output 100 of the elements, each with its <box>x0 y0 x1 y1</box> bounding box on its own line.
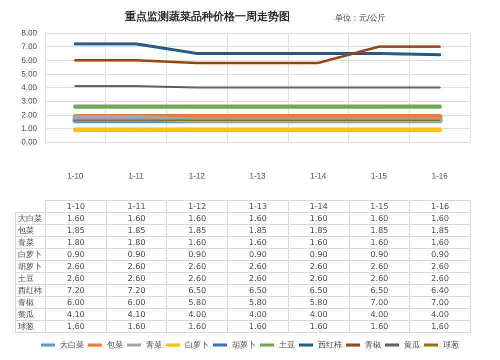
legend-label: 青菜 <box>146 340 162 350</box>
x-tick-label: 1-13 <box>249 172 266 180</box>
data-label: 1.85 <box>228 224 288 236</box>
data-label: 2.60 <box>288 260 350 272</box>
category-label: 1-12 <box>188 202 206 211</box>
data-label: 7.00 <box>349 296 410 308</box>
data-label: 2.60 <box>349 260 410 272</box>
text: 白萝卜 <box>18 250 42 259</box>
text: 球葱 <box>18 322 34 331</box>
data-label: 5.80 <box>228 296 288 308</box>
data-label: 1.60 <box>166 236 228 248</box>
data-label: 1.80 <box>46 236 106 248</box>
data-label: 1.60 <box>288 320 350 332</box>
data-label: 6.00 <box>46 296 106 308</box>
data-label: 1.60 <box>288 236 350 248</box>
text: 大白菜 <box>18 214 42 223</box>
data-label: 2.60 <box>410 272 470 284</box>
data-label: 0.90 <box>410 248 470 260</box>
chart-subtitle: 单位：元/公斤 <box>335 14 386 22</box>
legend-label: 黄瓜 <box>404 340 420 350</box>
data-label: 1.60 <box>106 320 167 332</box>
data-label: 5.80 <box>166 296 228 308</box>
data-label: 1.60 <box>106 212 167 224</box>
text: 包菜 <box>18 226 34 235</box>
legend-label: 土豆 <box>279 340 295 350</box>
y-tick-label: 6.00 <box>21 56 38 65</box>
data-label: 4.00 <box>349 308 410 320</box>
x-tick-label: 1-16 <box>432 172 448 180</box>
y-tick-label: 2.00 <box>21 110 38 120</box>
data-label: 4.10 <box>46 308 106 320</box>
data-label: 0.90 <box>166 248 228 260</box>
data-label: 2.60 <box>410 260 470 272</box>
data-label: 2.60 <box>288 272 350 284</box>
data-label: 2.60 <box>106 272 167 284</box>
data-label: 1.85 <box>166 224 228 236</box>
data-label: 4.00 <box>228 308 288 320</box>
legend-label: 胡萝卜 <box>232 340 256 350</box>
y-tick-label: 1.00 <box>21 124 38 133</box>
data-label: 1.60 <box>166 320 228 332</box>
x-tick-label: 1-14 <box>310 172 327 180</box>
data-label: 4.00 <box>410 308 470 320</box>
y-tick-label: 5.00 <box>21 69 38 78</box>
data-label: 7.00 <box>410 296 470 308</box>
data-label: 2.60 <box>166 272 228 284</box>
text: 西红柿 <box>18 286 42 295</box>
category-label: 1-10 <box>66 202 85 211</box>
data-label: 0.90 <box>228 248 288 260</box>
chart-title: 重点监测蔬菜品种价格一周走势图 <box>124 10 290 23</box>
data-label: 6.50 <box>228 284 288 296</box>
data-label: 4.00 <box>166 308 228 320</box>
legend-label: 大白菜 <box>60 340 84 350</box>
y-tick-label: 0.00 <box>21 138 38 146</box>
data-label: 7.20 <box>46 284 106 296</box>
data-label: 5.80 <box>288 296 350 308</box>
data-label: 1.60 <box>228 320 288 332</box>
data-label: 1.60 <box>46 212 106 224</box>
data-label: 2.60 <box>228 272 288 284</box>
data-label: 1.60 <box>46 320 106 332</box>
data-label: 2.60 <box>106 260 167 272</box>
data-label: 0.90 <box>349 248 410 260</box>
data-label: 2.60 <box>228 260 288 272</box>
y-tick-label: 7.00 <box>21 42 38 52</box>
data-label: 1.60 <box>410 236 470 248</box>
category-label: 1-13 <box>248 202 268 211</box>
data-label: 1.80 <box>106 236 167 248</box>
x-tick-label: 1-15 <box>370 172 388 180</box>
text: 土豆 <box>18 274 34 283</box>
y-tick-label: 8.00 <box>21 28 38 38</box>
x-tick-label: 1-12 <box>188 172 206 180</box>
data-label: 6.50 <box>166 284 228 296</box>
data-label: 6.50 <box>349 284 410 296</box>
y-tick-label: 4.00 <box>21 83 38 92</box>
data-label: 1.60 <box>228 212 288 224</box>
data-label: 1.60 <box>288 212 350 224</box>
data-label: 6.00 <box>106 296 167 308</box>
data-label: 1.60 <box>410 320 470 332</box>
text: 黄瓜 <box>18 310 34 319</box>
data-label: 1.85 <box>349 224 410 236</box>
legend-label: 球葱 <box>443 340 459 350</box>
data-label: 0.90 <box>106 248 167 260</box>
category-label: 1-11 <box>127 202 146 211</box>
data-label: 2.60 <box>349 272 410 284</box>
x-tick-label: 1-11 <box>128 172 144 180</box>
data-label: 1.60 <box>166 212 228 224</box>
text: 青椒 <box>18 298 34 307</box>
category-label: 1-16 <box>430 202 450 211</box>
data-label: 0.90 <box>46 248 106 260</box>
data-label: 2.60 <box>46 272 106 284</box>
legend-label: 西红柿 <box>318 340 342 350</box>
data-label: 6.50 <box>288 284 350 296</box>
data-label: 1.85 <box>106 224 167 236</box>
data-label: 2.60 <box>166 260 228 272</box>
category-label: 1-15 <box>370 202 388 211</box>
x-tick-label: 1-10 <box>67 172 84 180</box>
data-label: 1.60 <box>349 236 410 248</box>
data-label: 4.10 <box>106 308 167 320</box>
data-label: 1.85 <box>46 224 106 236</box>
legend-label: 青椒 <box>365 340 381 350</box>
legend-label: 包菜 <box>107 340 123 350</box>
text: 青菜 <box>18 238 34 247</box>
